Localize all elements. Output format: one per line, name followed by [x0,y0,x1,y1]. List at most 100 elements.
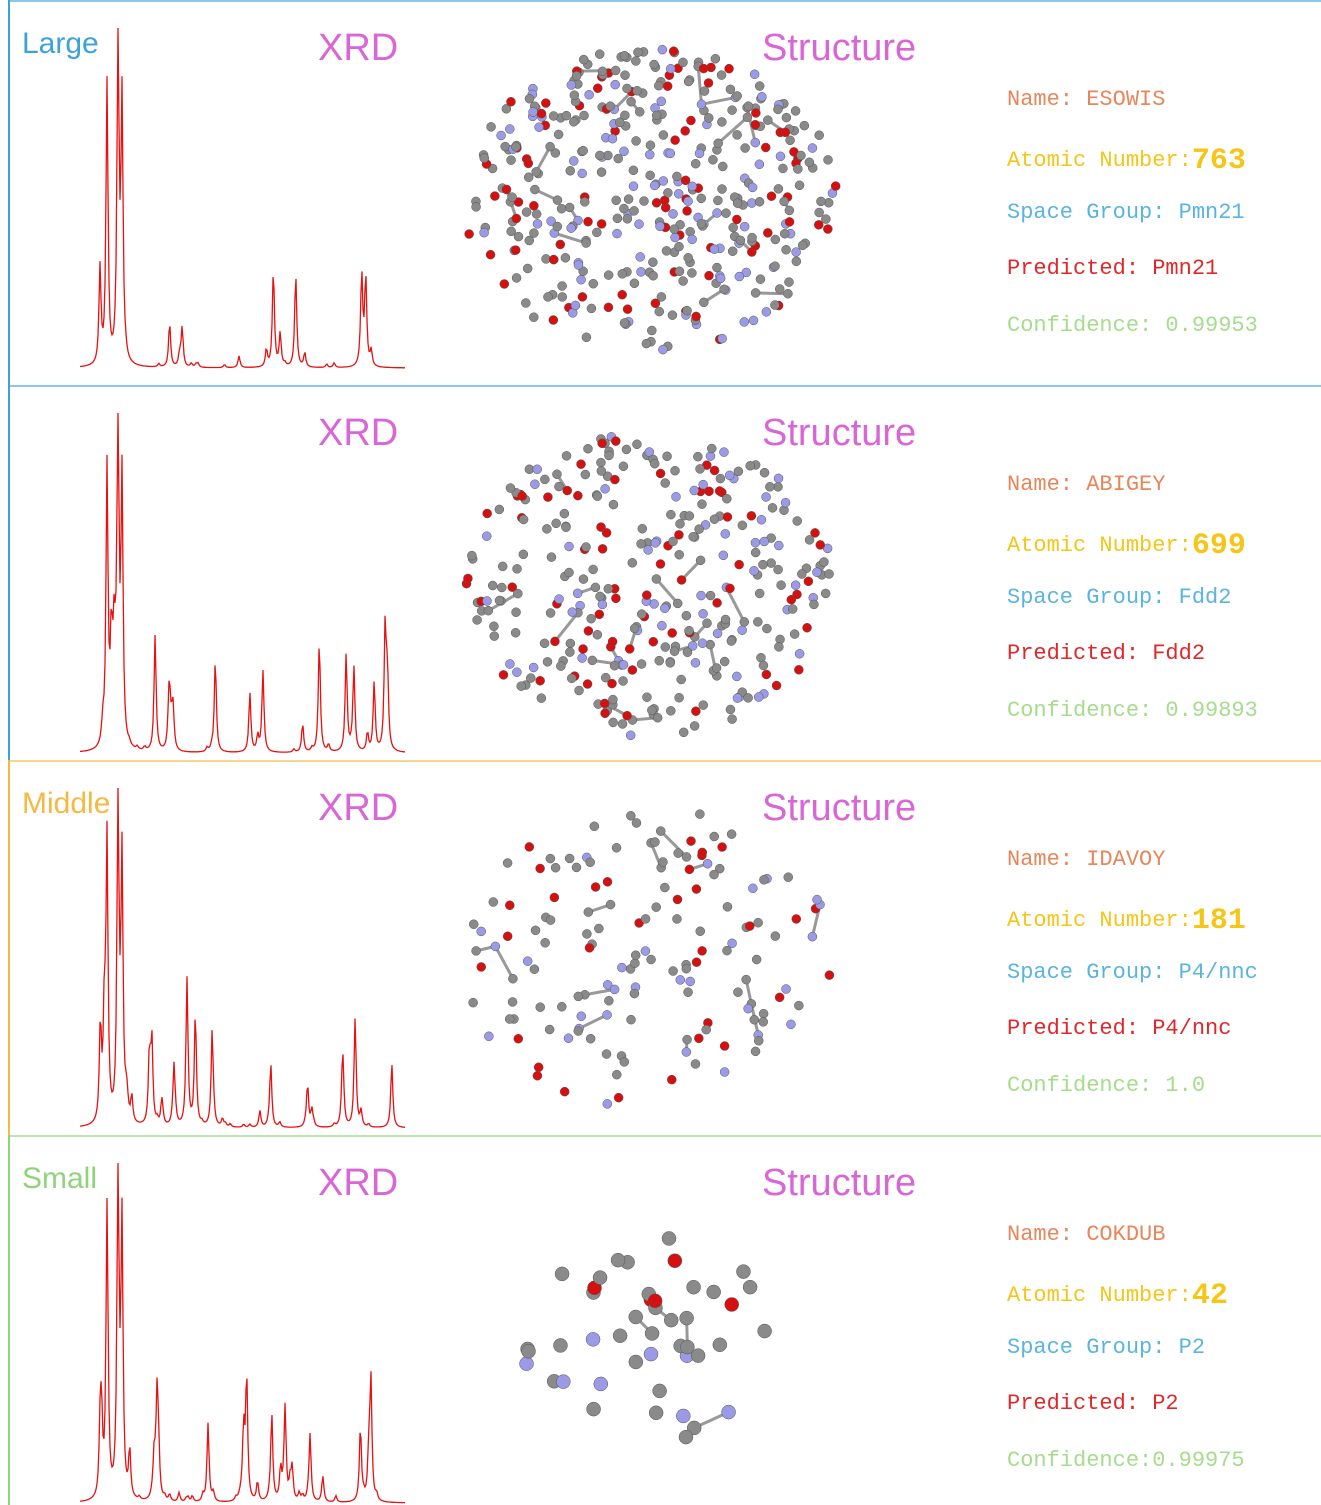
atom [536,864,545,873]
atom [484,1032,493,1041]
atom [677,575,686,584]
name: Name: COKDUB [1007,1222,1165,1247]
atomic-number: Atomic Number:181 [1007,904,1246,938]
atom [579,575,588,584]
atom [545,1025,554,1034]
atom [541,99,550,108]
atom [674,849,683,858]
atom [707,63,716,72]
atom [775,284,784,293]
atom [751,120,760,129]
atom [499,670,508,679]
xrd-pattern [80,28,405,368]
atom [653,1384,667,1398]
atom [636,267,645,276]
atom [756,275,765,284]
atom [612,1070,621,1079]
atom [698,946,707,955]
atom [533,1071,542,1080]
confidence: Confidence: 0.99953 [1007,313,1258,338]
bond [701,97,735,104]
atom [511,246,520,255]
atom [595,610,604,619]
atom [733,988,742,997]
size-label: Large [22,27,99,60]
xrd-label: XRD [318,1162,398,1204]
atom [648,258,657,267]
atom [704,113,713,122]
atom [642,693,651,702]
predicted: Predicted: P2 [1007,1391,1179,1416]
atom [630,989,639,998]
atom [583,444,592,453]
atom [614,154,623,163]
atom [751,538,760,547]
atom [608,637,617,646]
atom [523,264,532,273]
atom [556,1375,570,1389]
atom [668,311,677,320]
atom [700,87,709,96]
atom [549,111,558,120]
atom [567,224,576,233]
atom [663,82,672,91]
atom [680,1340,694,1354]
atom [713,598,722,607]
atom [741,144,750,153]
atom [585,943,594,952]
atom [578,169,587,178]
atom [804,577,813,586]
atom [641,947,650,956]
size-label: Small [22,1162,97,1195]
atom [691,1059,700,1068]
atom [792,257,801,266]
atom [546,608,555,617]
atom [682,964,691,973]
atom [582,929,591,938]
atom [489,622,498,631]
atom [613,214,622,223]
atom [669,209,678,218]
atom [673,895,682,904]
atom [650,60,659,69]
atom [587,1402,601,1416]
atom [604,584,613,593]
atom [740,617,749,626]
atom [772,681,781,690]
atom [619,147,628,156]
predicted: Predicted: Pmn21 [1007,256,1218,281]
atom [728,939,737,948]
atom [552,519,561,528]
atom [670,225,679,234]
atom [747,199,756,208]
atom [593,84,602,93]
atom [706,591,715,600]
atom [565,542,574,551]
atom [621,71,630,80]
atom [673,599,682,608]
atom [533,465,542,474]
atom [626,811,635,820]
atom [751,288,760,297]
atom [735,560,744,569]
atom [473,615,482,624]
atom [702,1025,711,1034]
atom [680,1311,694,1325]
atom [609,718,618,727]
atom [682,852,691,861]
atom [814,220,823,229]
atom [798,241,807,250]
atom [752,955,761,964]
atom [661,479,670,488]
atom [558,282,567,291]
atom [733,694,742,703]
atom [610,475,619,484]
atom [609,500,618,509]
atom [710,515,719,524]
atom [688,182,697,191]
atom [649,271,658,280]
atom [749,566,758,575]
atom [562,111,571,120]
atom [716,474,725,483]
atom [742,975,751,984]
